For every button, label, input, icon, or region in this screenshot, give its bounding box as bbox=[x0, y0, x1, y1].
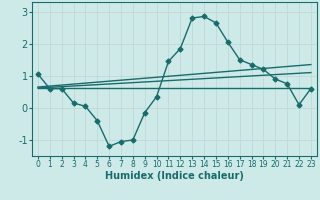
X-axis label: Humidex (Indice chaleur): Humidex (Indice chaleur) bbox=[105, 171, 244, 181]
